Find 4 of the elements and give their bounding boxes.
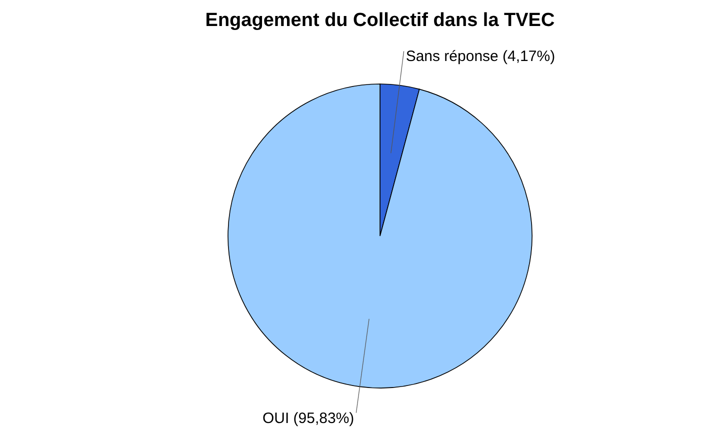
chart-title: Engagement du Collectif dans la TVEC: [205, 10, 555, 31]
pie-slice: [228, 84, 532, 388]
slice-label: Sans réponse (4,17%): [406, 48, 556, 66]
slice-label: OUI (95,83%): [262, 410, 354, 427]
